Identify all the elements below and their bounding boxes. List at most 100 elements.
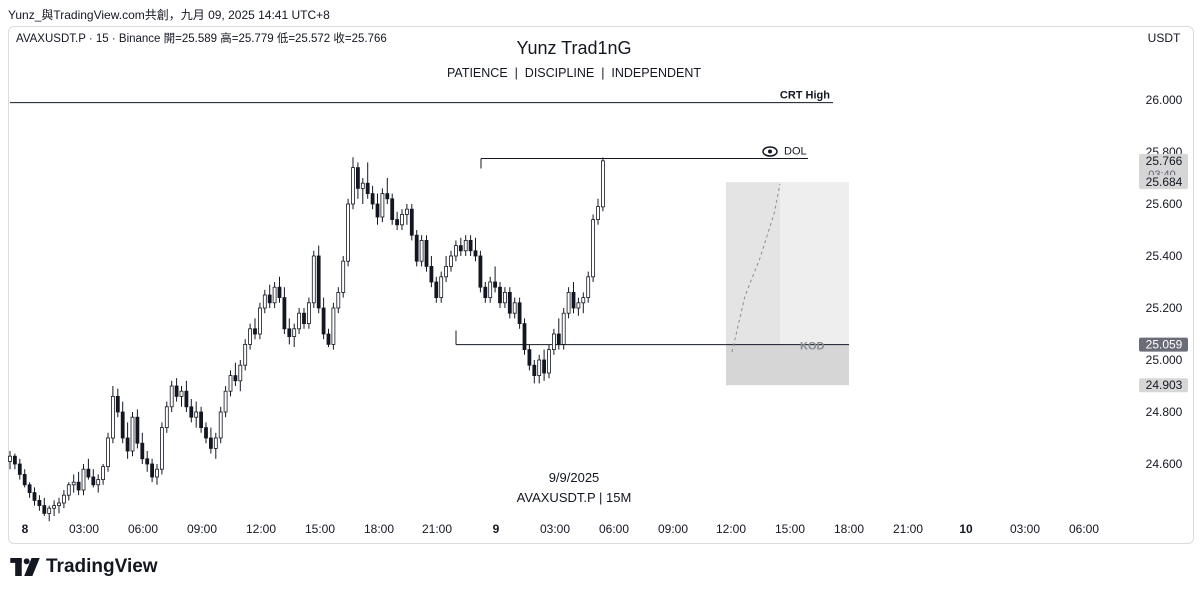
candle-body-up <box>8 455 12 462</box>
candle <box>189 399 194 423</box>
projection-path <box>731 183 781 353</box>
time-axis[interactable]: 8 03:00 06:00 09:00 12:00 15:00 18:00 21:00 9 03:… <box>22 522 1100 536</box>
candle-body-down <box>76 481 81 491</box>
candle <box>150 458 155 483</box>
candle <box>62 490 66 509</box>
time-tick: 18:00 <box>834 522 864 536</box>
candle-body-down <box>375 203 380 218</box>
candle-body-down <box>321 307 326 335</box>
candle-body-down <box>17 463 22 475</box>
candle <box>71 474 76 493</box>
candle <box>91 469 96 488</box>
time-tick: 06:00 <box>599 522 629 536</box>
candle <box>316 245 321 314</box>
candle-body-up <box>130 416 135 452</box>
currency-label[interactable]: USDT <box>1148 31 1181 45</box>
candle <box>517 297 522 329</box>
candle-body-up <box>194 411 199 418</box>
candle-body-down <box>199 411 204 429</box>
candle <box>243 339 248 371</box>
candle-body-down <box>277 286 282 299</box>
candle <box>527 344 532 371</box>
candle <box>213 432 218 459</box>
candle <box>140 432 145 464</box>
watermark-title: Yunz Trad1nG <box>516 38 631 58</box>
candle-body-down <box>208 437 213 449</box>
candle <box>375 193 380 225</box>
candle <box>27 482 32 498</box>
candle-body-down <box>365 182 370 194</box>
time-tick: 21:00 <box>422 522 452 536</box>
candle <box>52 500 56 516</box>
candle-body-down <box>115 395 120 413</box>
candle-body-up <box>164 406 169 428</box>
candle-body-up <box>547 349 551 374</box>
candle <box>262 289 267 314</box>
candle-body-down <box>302 312 306 325</box>
candle <box>159 422 164 475</box>
candle <box>66 482 71 501</box>
candle <box>566 287 571 319</box>
candle-body-down <box>468 239 473 252</box>
candle <box>473 237 478 262</box>
candle <box>47 505 52 522</box>
watermark-symbol: AVAXUSDT.P | 15M <box>517 490 632 505</box>
candle-body-down <box>140 442 145 460</box>
candle-body-down <box>91 476 96 486</box>
candle <box>164 401 169 433</box>
candle <box>596 198 600 225</box>
crt-high-label: CRT High <box>780 90 830 102</box>
candle-body-up <box>463 239 468 252</box>
candle <box>302 308 306 329</box>
time-tick: 03:00 <box>1010 522 1040 536</box>
candle <box>561 308 566 350</box>
candle-body-up <box>81 468 86 491</box>
candle <box>468 235 473 256</box>
candle <box>419 235 424 267</box>
candle <box>326 328 331 347</box>
candle <box>115 388 120 418</box>
candle-body-down <box>316 255 321 309</box>
candle <box>400 209 404 230</box>
candle <box>365 162 370 199</box>
candle-body-up <box>360 182 365 189</box>
time-tick: 10 <box>959 522 973 536</box>
tradingview-logo-icon <box>10 558 40 576</box>
candle <box>228 370 233 397</box>
candle-body-down <box>233 375 238 382</box>
candle <box>355 162 360 199</box>
symbol-info: AVAXUSDT.P · 15 · Binance 開=25.589 高=25.… <box>16 31 387 45</box>
candle <box>346 198 351 267</box>
time-tick: 09:00 <box>187 522 217 536</box>
price-axis[interactable]: 26.00025.80025.60025.40025.20025.00024.8… <box>1146 93 1183 471</box>
kod-label: KOD <box>800 341 825 353</box>
candle-body-down <box>493 281 498 288</box>
candle-body-up <box>262 294 267 309</box>
candle <box>507 287 512 319</box>
candle <box>277 276 282 303</box>
candle <box>453 240 458 262</box>
candle <box>522 318 527 355</box>
candle <box>439 271 444 303</box>
candle-body-up <box>306 302 311 324</box>
annotation-lines: CRT High DOL KOD <box>10 90 849 353</box>
candle <box>409 204 414 241</box>
candle-body-up <box>581 297 586 304</box>
candle <box>321 297 326 340</box>
price-tick: 25.000 <box>1146 353 1183 367</box>
candle <box>483 282 488 303</box>
candle-body-up <box>439 276 444 298</box>
candle <box>204 422 208 444</box>
price-badge: 24.903 <box>1139 378 1188 393</box>
candle-body-up <box>238 364 243 382</box>
candle-body-up <box>419 239 424 262</box>
candle <box>101 464 105 485</box>
tradingview-logo-text: TradingView <box>46 556 158 577</box>
candle-body-down <box>409 208 414 236</box>
candle-body-up <box>601 160 605 208</box>
price-badge-value: 25.059 <box>1146 338 1183 352</box>
candle <box>169 380 174 412</box>
candle <box>57 497 61 514</box>
tradingview-logo[interactable]: TradingView <box>10 556 158 578</box>
